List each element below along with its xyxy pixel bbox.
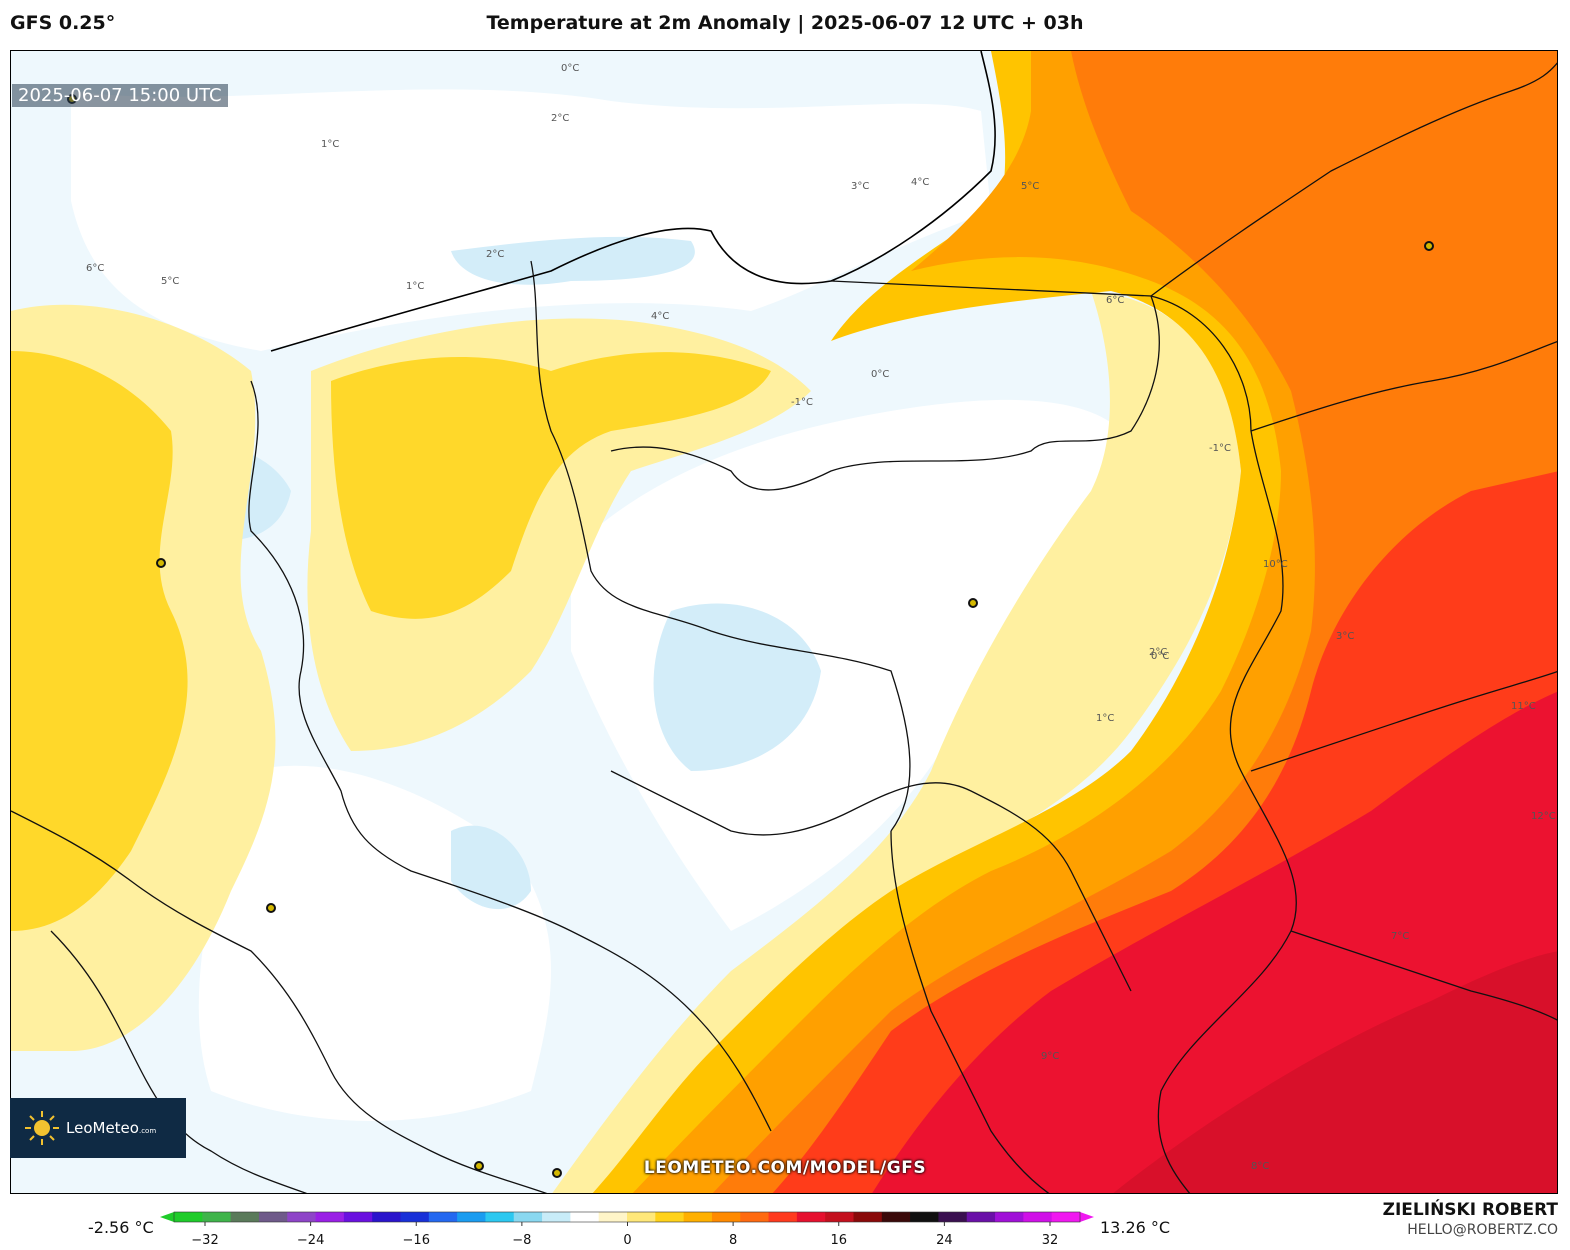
contour-label: 3°C <box>1336 631 1355 642</box>
contour-label: 4°C <box>651 311 670 322</box>
colorbar-swatch <box>910 1212 939 1222</box>
contour-label: 2°C <box>1149 647 1168 658</box>
colorbar-tick-label: −24 <box>296 1233 325 1248</box>
colorbar-tick-label: 16 <box>830 1233 848 1248</box>
colorbar-swatch <box>825 1212 854 1222</box>
colorbar-tick-label: 8 <box>728 1233 738 1248</box>
colorbar-swatch <box>1023 1212 1053 1222</box>
contour-label: 1°C <box>321 139 340 150</box>
region-pos3-west <box>11 351 188 931</box>
colorbar-tick-label: 0 <box>623 1233 632 1248</box>
colorbar-swatch <box>598 1212 628 1222</box>
author-name: ZIELIŃSKI ROBERT <box>1382 1200 1558 1220</box>
anomaly-map <box>11 51 1557 1193</box>
colorbar-swatch <box>315 1212 345 1222</box>
colorbar-swatch <box>287 1212 317 1222</box>
colorbar-swatch <box>1051 1212 1081 1222</box>
contour-label: 2°C <box>551 113 570 124</box>
colorbar-swatch <box>881 1212 911 1222</box>
contour-label: 3°C <box>851 181 870 192</box>
region-zero-center <box>571 399 1141 931</box>
region-zero-north <box>71 89 991 351</box>
map-panel[interactable]: 0°C 1°C 2°C 3°C 4°C 5°C 6°C -1°C 2°C 1°C 0°C -1°C 4°… <box>10 50 1558 1194</box>
colorbar-tick-label: −8 <box>512 1233 532 1248</box>
colorbar-swatch <box>230 1212 260 1222</box>
colorbar-swatch <box>768 1212 798 1222</box>
contour-label: 5°C <box>1021 181 1040 192</box>
colorbar-swatch <box>938 1212 968 1222</box>
region-pos12-southeast <box>1113 951 1557 1193</box>
colorbar-tick-label: 32 <box>1041 1233 1059 1248</box>
colorbar-swatch <box>400 1212 430 1222</box>
region-neg1-center <box>653 603 821 771</box>
colorbar-swatch <box>627 1212 656 1222</box>
region-pos1-east <box>552 291 1241 1193</box>
colorbar-swatch <box>995 1212 1024 1222</box>
colorbar-tick-label: 24 <box>936 1233 953 1248</box>
country-borders <box>11 62 1557 1193</box>
colorbar-max-value: 13.26 °C <box>1100 1218 1171 1237</box>
colorbar-swatch <box>740 1212 770 1222</box>
colorbar-swatch <box>570 1212 600 1222</box>
contour-label: 6°C <box>86 263 105 274</box>
city-markers <box>67 94 1434 1178</box>
colorbar-swatch <box>966 1212 996 1222</box>
region-neg1-south <box>451 825 531 910</box>
colorbar-min-value: -2.56 °C <box>88 1218 154 1237</box>
contour-label: 12°C <box>1531 811 1556 822</box>
colorbar-swatch <box>343 1212 373 1222</box>
region-pos3-centerwest <box>331 352 771 619</box>
colorbar-swatch <box>174 1212 203 1222</box>
contour-label: -1°C <box>1209 443 1231 454</box>
contour-label: 6°C <box>1106 295 1125 306</box>
valid-time-badge: 2025-06-07 15:00 UTC <box>12 84 228 107</box>
colorbar-tick-label: −16 <box>402 1233 430 1248</box>
leometeo-logo[interactable]: LeoMeteo.com <box>10 1098 186 1158</box>
contour-label: 9°C <box>1041 1051 1060 1062</box>
contour-label: 8°C <box>1251 1161 1270 1172</box>
author-email[interactable]: HELLO@ROBERTZ.CO <box>1407 1222 1558 1238</box>
contour-label: 4°C <box>911 177 930 188</box>
author-credit: ZIELIŃSKI ROBERT HELLO@ROBERTZ.CO <box>1383 1200 1558 1238</box>
sun-icon <box>25 1111 59 1145</box>
contour-label: 0°C <box>871 369 890 380</box>
colorbar-swatch <box>796 1212 826 1222</box>
contour-label: 11°C <box>1511 701 1536 712</box>
colorbar-swatch <box>428 1212 458 1222</box>
watermark-url[interactable]: LEOMETEO.COM/MODEL/GFS <box>643 1158 927 1178</box>
contour-label: -1°C <box>791 397 813 408</box>
contour-label: 1°C <box>406 281 425 292</box>
contour-label: 5°C <box>161 276 180 287</box>
colorbar-swatch <box>853 1212 883 1222</box>
map-title: Temperature at 2m Anomaly | 2025-06-07 1… <box>486 12 1084 34</box>
colorbar-min-arrow <box>160 1212 174 1222</box>
contour-label: 10°C <box>1263 559 1288 570</box>
colorbar-max-arrow <box>1080 1212 1094 1222</box>
colorbar-tick-label: −32 <box>191 1233 219 1248</box>
model-label: GFS 0.25° <box>10 12 116 34</box>
contour-label: 7°C <box>1391 931 1410 942</box>
colorbar-swatch <box>372 1212 401 1222</box>
colorbar-swatch <box>485 1212 515 1222</box>
colorbar-swatch <box>202 1212 232 1222</box>
colorbar-swatch <box>457 1212 486 1222</box>
colorbar-swatch <box>711 1212 741 1222</box>
contour-label: 1°C <box>1096 713 1115 724</box>
contour-label: 0°C <box>561 63 580 74</box>
baltic-coast <box>270 51 996 352</box>
contour-label: 0°C <box>1151 651 1170 662</box>
colorbar-swatch <box>683 1212 713 1222</box>
colorbar <box>160 1211 1094 1226</box>
colorbar-swatch <box>542 1212 571 1222</box>
logo-suffix: .com <box>138 1127 157 1135</box>
colorbar-swatch <box>258 1212 288 1222</box>
colorbar-swatch <box>655 1212 685 1222</box>
logo-brand: LeoMeteo <box>66 1119 139 1137</box>
contour-label: 2°C <box>486 249 505 260</box>
colorbar-swatch <box>513 1212 543 1222</box>
